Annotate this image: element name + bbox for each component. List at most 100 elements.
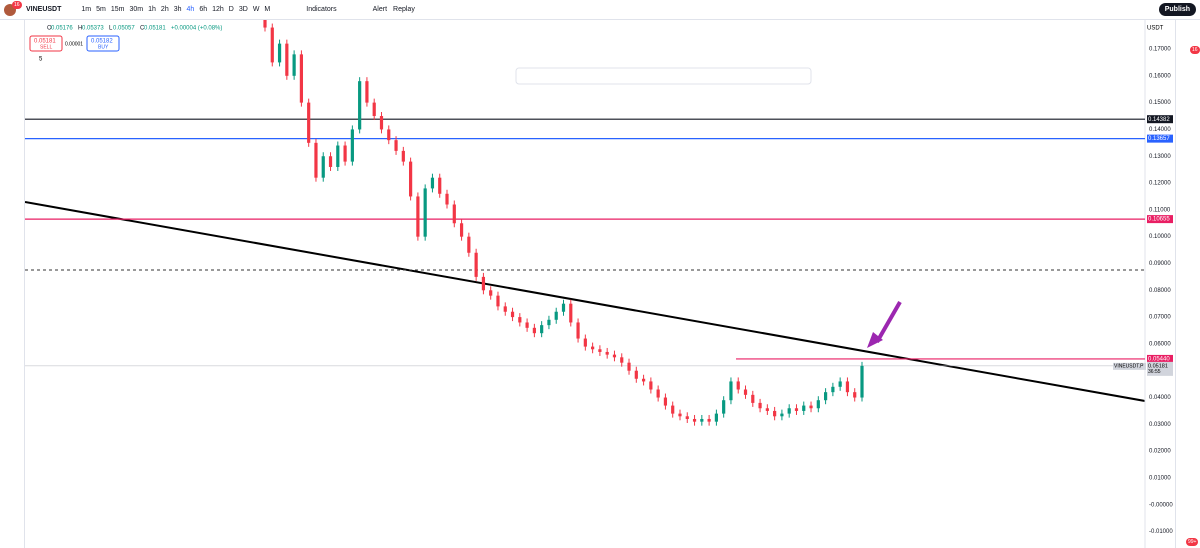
timeframe[interactable]: W — [252, 6, 260, 13]
buy-price: 0.05182 — [91, 39, 113, 45]
candle-body — [263, 20, 267, 28]
candle-body — [285, 43, 289, 76]
candle-body — [438, 177, 442, 194]
candle-body — [605, 351, 609, 355]
timeframe[interactable]: 12h — [212, 6, 224, 13]
candle-body — [328, 156, 333, 167]
timeframe[interactable]: D — [228, 6, 234, 13]
candle-body — [707, 418, 711, 422]
candle-body — [598, 349, 602, 352]
candle-body — [612, 354, 617, 358]
timeframe[interactable]: 1m — [81, 6, 92, 13]
level-label-bg — [1147, 354, 1173, 363]
publish[interactable]: Publish — [1158, 3, 1196, 16]
candle-body — [481, 276, 486, 291]
timeframe[interactable]: 30m — [129, 6, 144, 13]
price-tick-label: 0.17000 — [1149, 47, 1171, 53]
candle-body — [591, 346, 595, 350]
candle-body — [773, 410, 777, 417]
candle-body — [343, 145, 347, 162]
candle-body — [314, 142, 318, 178]
level-label: 0.14382 — [1148, 117, 1170, 123]
candle-body — [729, 381, 733, 401]
timeframe[interactable]: 5m — [96, 6, 106, 13]
ohlc-label: H — [78, 26, 82, 32]
candle-body — [780, 413, 784, 417]
right-sidebar: 16 99+ — [1175, 20, 1200, 548]
candle-body — [561, 303, 566, 312]
candle-body — [743, 389, 748, 395]
level-label-bg — [1147, 134, 1173, 143]
notifications-badge: 99+ — [1186, 538, 1199, 546]
price-tick-label: -0.01000 — [1149, 529, 1173, 535]
ohlc-value: 0.05176 — [51, 26, 73, 32]
timeframe[interactable]: 6h — [199, 6, 208, 13]
candle-body — [489, 290, 493, 296]
indicators[interactable]: Indicators — [306, 6, 337, 13]
avatar-badge: 16 — [12, 1, 22, 9]
ohlc-label: C — [140, 26, 145, 32]
legend: O 0.05176 H 0.05373 L 0.05057 C 0.05181 +0.00004… — [29, 26, 222, 63]
price-tick-label: 0.06000 — [1149, 341, 1171, 347]
candle-body — [751, 394, 755, 403]
timeframe[interactable]: 3D — [238, 6, 248, 13]
symbol[interactable]: VINEUSDT — [26, 6, 62, 13]
price-tick-label: 0.12000 — [1149, 181, 1171, 187]
timeframe[interactable]: 3h — [173, 6, 182, 13]
candle-body — [802, 405, 806, 411]
top-toolbar: 16 VINEUSDT 1m 5m 15m 30m 1h 2h 3h 4h 6h 12h D 3D W M… — [0, 0, 1200, 20]
candle-body — [379, 116, 384, 130]
candle-body — [671, 405, 675, 414]
replay[interactable]: Replay — [393, 6, 415, 13]
timeframe[interactable]: 4h — [186, 6, 195, 13]
timeframe[interactable]: 2h — [160, 6, 169, 13]
interval-count: 5 — [39, 57, 43, 63]
candle-body — [307, 102, 311, 143]
alert[interactable]: Alert — [372, 6, 388, 13]
price-tick-label: 0.08000 — [1149, 288, 1171, 294]
current-symbol: VINEUSDT.P — [1114, 364, 1144, 370]
price-tick-label: 0.07000 — [1149, 315, 1171, 321]
candle-body — [423, 188, 427, 237]
candle-body — [277, 43, 282, 63]
candle-body — [532, 327, 536, 334]
candle-body — [394, 140, 398, 151]
candle-body — [722, 400, 726, 414]
candle-body — [823, 392, 828, 401]
candle-body — [714, 413, 718, 422]
candle-body — [765, 408, 769, 411]
candle-body — [853, 392, 857, 398]
candle-body — [838, 381, 842, 387]
candle-body — [627, 362, 631, 371]
price-tick-label: 0.16000 — [1149, 73, 1171, 79]
candle-body — [416, 196, 420, 237]
timeframe[interactable]: 15m — [110, 6, 125, 13]
candle-body — [401, 150, 405, 162]
candle-body — [576, 322, 580, 339]
candle-body — [649, 381, 653, 390]
candle-body — [299, 54, 304, 103]
price-tick-label: 0.04000 — [1149, 395, 1171, 401]
timeframe[interactable]: M — [264, 6, 271, 13]
timeframe[interactable]: 1h — [148, 6, 156, 13]
left-toolbar — [0, 20, 25, 548]
candle-body — [540, 325, 544, 334]
price-tick-label: 0.01000 — [1149, 476, 1171, 482]
candle-body — [678, 413, 682, 417]
candle-body — [518, 317, 522, 323]
candle-body — [452, 204, 456, 224]
ohlc-value: 0.05373 — [82, 26, 104, 32]
level-label-bg — [1147, 115, 1173, 124]
current-price: 0.05181 — [1148, 363, 1168, 369]
drawing-toolbar — [515, 67, 812, 85]
candle-body — [663, 397, 668, 406]
change: +0.00004 (+0.08%) — [171, 26, 222, 32]
level-label: 0.05440 — [1148, 357, 1170, 363]
candle-body — [358, 81, 362, 130]
candle-body — [467, 236, 471, 253]
candle-body — [736, 381, 740, 390]
candle-body — [634, 370, 638, 379]
candle-body — [583, 338, 587, 347]
buy-label: BUY — [98, 44, 109, 50]
